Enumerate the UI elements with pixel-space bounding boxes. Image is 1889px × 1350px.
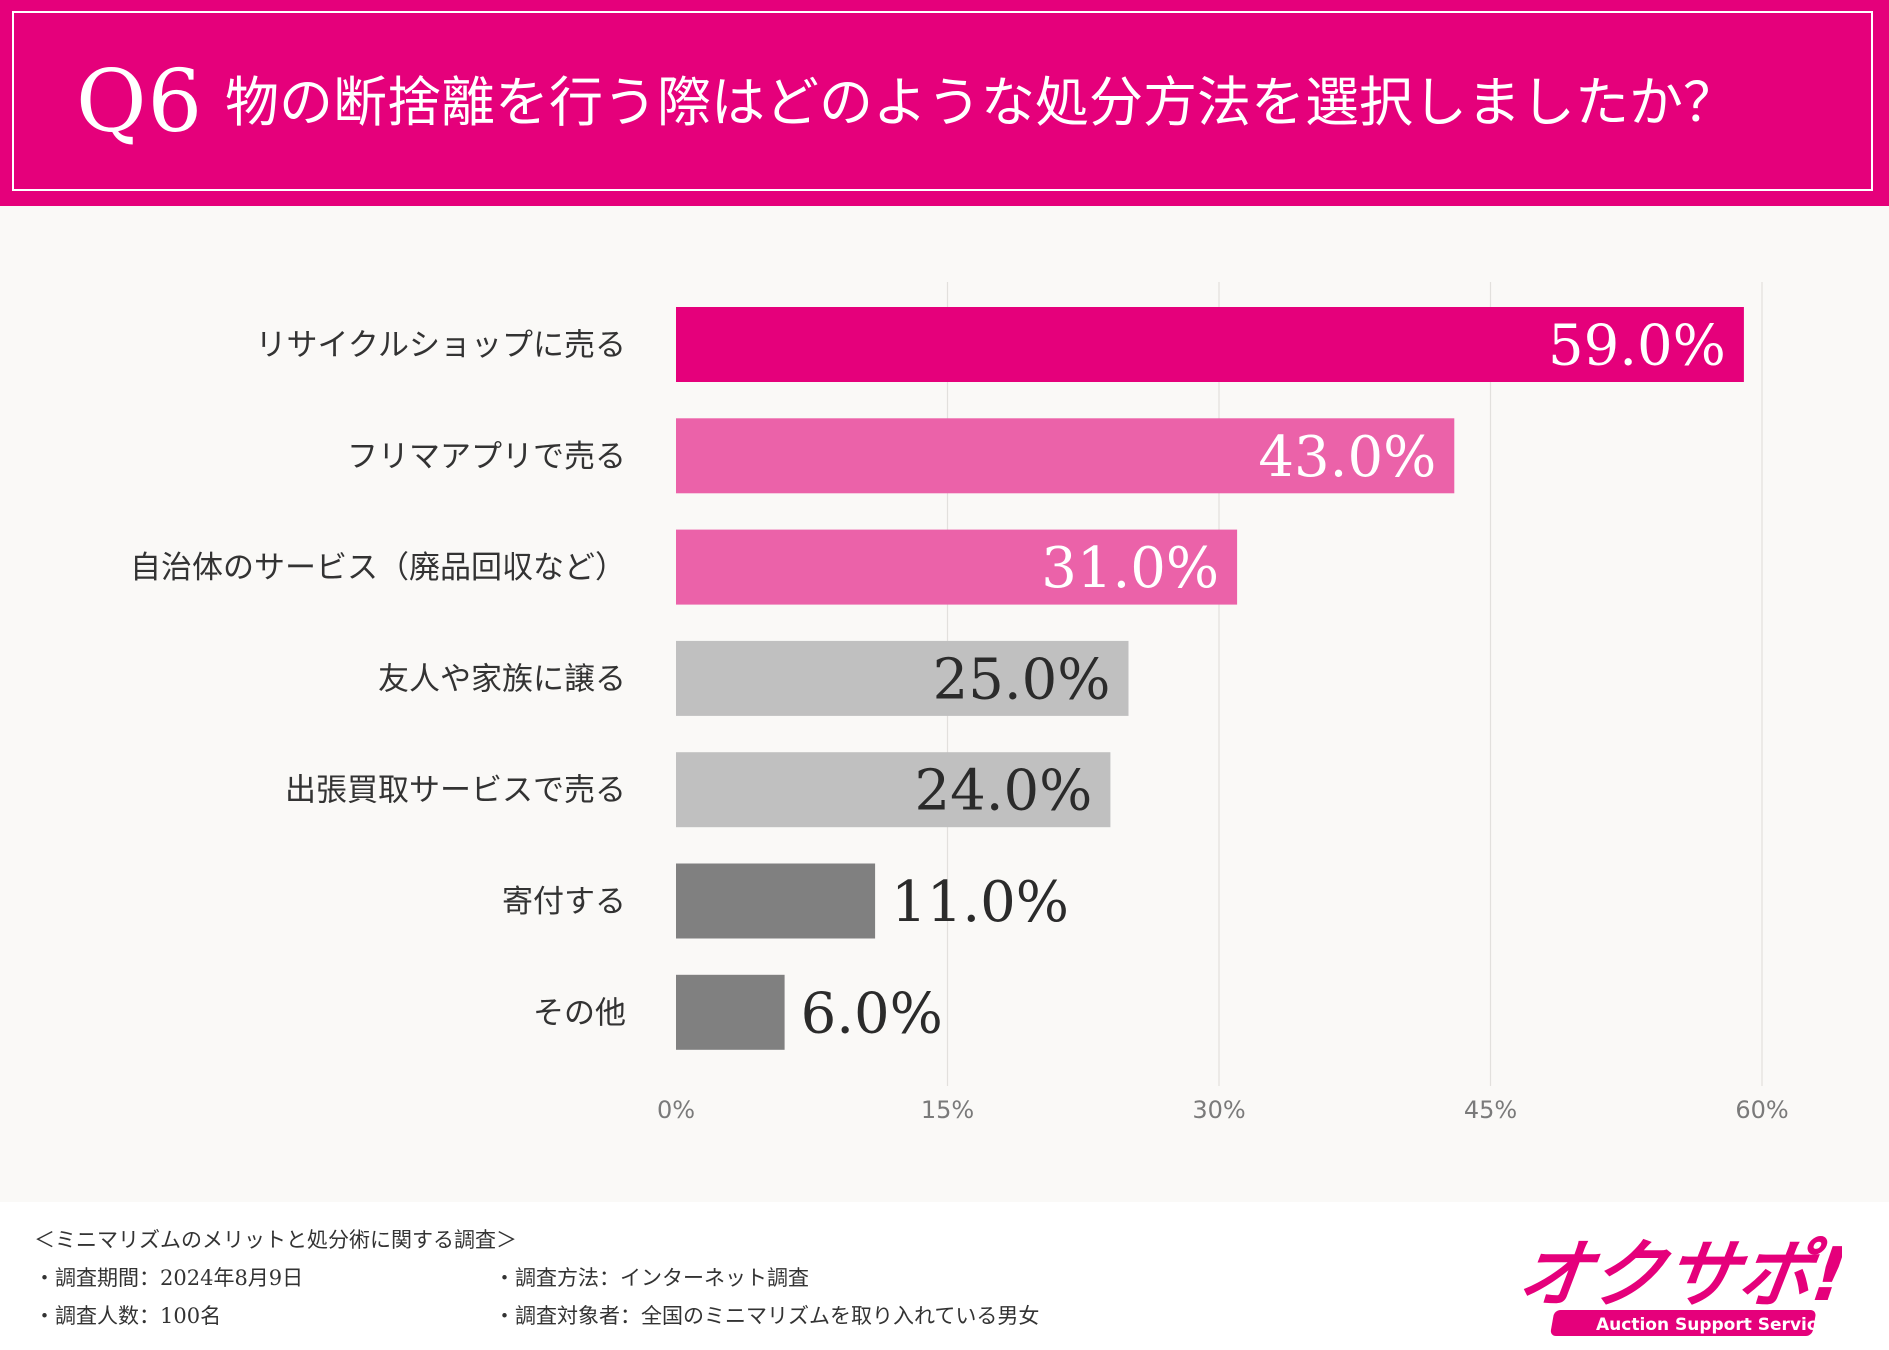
category-label: その他 <box>533 995 626 1031</box>
category-label: 友人や家族に譲る <box>378 661 626 697</box>
category-label: 出張買取サービスで売る <box>285 773 626 809</box>
brand-logo: オクサポ! Auction Support Service <box>1512 1230 1842 1336</box>
survey-respondents: ・調査人数：100名 <box>34 1304 222 1328</box>
question-number: Q6 <box>76 52 204 152</box>
category-label: フリマアプリで売る <box>347 439 626 475</box>
value-label: 11.0% <box>891 870 1069 935</box>
header-banner: Q6 物の断捨離を行う際はどのような処分方法を選択しましたか？ <box>0 0 1889 206</box>
logo-tagline: Auction Support Service <box>1596 1315 1828 1335</box>
bar <box>676 974 785 1050</box>
category-label: 寄付する <box>502 884 626 920</box>
value-labels: 59.0% 43.0% 31.0% 25.0% 24.0% 11.0% 6.0% <box>801 314 1726 1047</box>
logo-wordmark: オクサポ! <box>1513 1231 1842 1318</box>
value-label: 59.0% <box>1548 314 1726 379</box>
survey-target: ・調査対象者：全国のミニマリズムを取り入れている男女 <box>494 1304 1040 1328</box>
survey-method: ・調査方法：インターネット調査 <box>494 1266 809 1290</box>
question-title: 物の断捨離を行う際はどのような処分方法を選択しましたか？ <box>225 71 1737 134</box>
bar <box>676 529 1238 605</box>
x-tick-label: 15% <box>921 1096 974 1124</box>
x-tick-label: 30% <box>1192 1096 1245 1124</box>
survey-title: ＜ミニマリズムのメリットと処分術に関する調査＞ <box>34 1228 517 1252</box>
bar <box>676 307 1744 382</box>
bar <box>676 863 876 939</box>
value-label: 6.0% <box>801 981 943 1046</box>
x-tick-label: 0% <box>657 1096 695 1124</box>
value-label: 31.0% <box>1041 536 1219 601</box>
value-label: 43.0% <box>1258 425 1436 490</box>
category-label: リサイクルショップに売る <box>256 328 626 364</box>
logo-tagline-band <box>1550 1310 1816 1336</box>
x-tick-labels: 0% 15% 30% 45% 60% <box>657 1096 1789 1124</box>
bar <box>676 418 1455 494</box>
bar <box>676 752 1111 828</box>
category-label: 自治体のサービス（廃品回収など） <box>130 550 626 586</box>
x-tick-label: 60% <box>1735 1096 1788 1124</box>
footer: ＜ミニマリズムのメリットと処分術に関する調査＞ ・調査期間：2024年8月9日 … <box>0 1202 1889 1350</box>
value-label: 24.0% <box>914 759 1092 824</box>
bars <box>676 307 1744 1050</box>
x-tick-label: 45% <box>1464 1096 1517 1124</box>
survey-period: ・調査期間：2024年8月9日 <box>34 1266 304 1290</box>
header-frame <box>12 11 1873 191</box>
value-label: 25.0% <box>933 647 1111 712</box>
bar <box>676 640 1129 716</box>
